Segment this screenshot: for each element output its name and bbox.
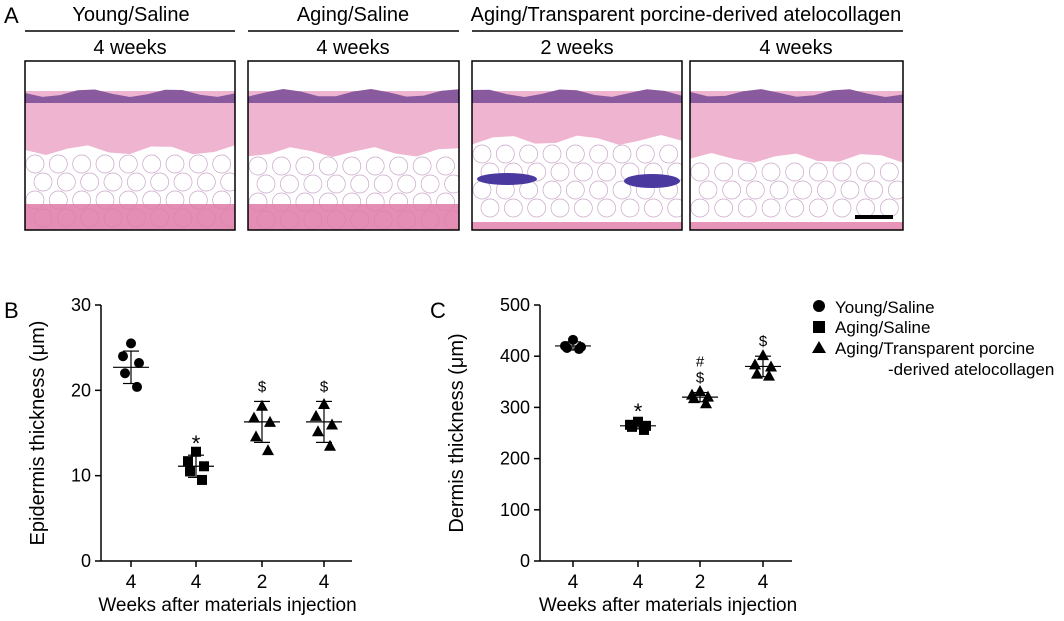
- micrograph-image: [690, 61, 903, 230]
- data-point-triangle: [749, 358, 761, 370]
- significance-marker: $: [759, 333, 768, 350]
- micrograph-image: [248, 61, 459, 230]
- micrograph-frame: [247, 60, 460, 231]
- group-label-young-saline: Young/Saline: [72, 4, 189, 26]
- data-point-triangle: [700, 397, 712, 409]
- x-tick-label: 4: [633, 572, 644, 593]
- panel-b-letter: B: [4, 298, 19, 323]
- y-tick-label: 400: [500, 346, 530, 366]
- panel-c-letter: C: [430, 298, 446, 323]
- y-tick-label: 10: [71, 466, 91, 486]
- y-tick-label: 500: [500, 295, 530, 315]
- data-point-triangle: [757, 349, 769, 361]
- data-point-square: [639, 424, 649, 435]
- data-point-triangle: [688, 392, 700, 404]
- data-point-triangle: [702, 390, 714, 402]
- data-point-square: [191, 446, 201, 457]
- dermis-chart: 0 100 200 300 400 500 Dermis thickness (μm) Wee…: [446, 295, 797, 616]
- data-point-square: [627, 421, 637, 432]
- data-point-triangle: [256, 399, 268, 411]
- data-point-triangle: [763, 369, 775, 381]
- data-point-circle: [562, 343, 572, 354]
- group-label-aging-atelocollagen: Aging/Transparent porcine-derived ateloc…: [471, 4, 902, 26]
- data-point-circle: [132, 381, 142, 392]
- data-point-triangle: [694, 385, 706, 397]
- x-tick-label: 4: [191, 572, 202, 593]
- significance-marker: $: [696, 370, 705, 387]
- significance-marker: *: [192, 431, 201, 456]
- micrograph-frame: [689, 60, 904, 231]
- significance-marker: #: [696, 354, 705, 371]
- data-point-triangle: [312, 425, 324, 437]
- data-point-triangle: [318, 397, 330, 409]
- significance-marker: $: [320, 378, 329, 395]
- legend-label: Aging/Transparent porcine: [835, 339, 1035, 358]
- legend-square-marker: [813, 321, 825, 333]
- y-tick-label: 300: [500, 397, 530, 417]
- data-point-square: [183, 456, 193, 467]
- epidermis-chart: 0 10 20 30 Epidermis thickness (μm) Weeks aft…: [27, 295, 357, 616]
- legend-circle-marker: [813, 300, 825, 312]
- data-point-square: [199, 461, 209, 472]
- data-point-triangle: [248, 411, 260, 423]
- x-tick-label: 4: [126, 572, 137, 593]
- y-tick-label: 0: [520, 551, 530, 571]
- micrograph-frame: [24, 60, 236, 231]
- data-point-circle: [134, 358, 144, 369]
- data-point-square: [197, 474, 207, 485]
- y-tick-label: 200: [500, 449, 530, 469]
- data-point-triangle: [264, 415, 276, 427]
- x-tick-label: 2: [257, 572, 268, 593]
- timepoint-label: 2 weeks: [540, 37, 613, 59]
- data-point-triangle: [765, 360, 777, 372]
- data-point-circle: [120, 368, 130, 379]
- x-tick-label: 2: [695, 572, 706, 593]
- x-tick-label: 4: [319, 572, 330, 593]
- data-point-circle: [118, 351, 128, 362]
- timepoint-label: 4 weeks: [93, 37, 166, 59]
- y-axis-label: Dermis thickness (μm): [446, 333, 468, 532]
- data-point-circle: [126, 338, 136, 349]
- data-point-triangle: [250, 430, 262, 442]
- data-point-square: [633, 416, 643, 427]
- data-point-circle: [568, 334, 578, 345]
- significance-marker: $: [258, 378, 267, 395]
- significance-marker: *: [634, 399, 643, 424]
- x-tick-label: 4: [568, 572, 579, 593]
- micrograph-frame: [471, 60, 683, 231]
- data-point-triangle: [751, 367, 763, 379]
- y-tick-label: 20: [71, 380, 91, 400]
- micrograph-image: [472, 61, 682, 230]
- x-axis-label: Weeks after materials injection: [539, 595, 797, 616]
- legend-triangle-marker: [812, 341, 826, 353]
- y-tick-label: 100: [500, 500, 530, 520]
- data-point-circle: [574, 344, 584, 355]
- legend-label: Aging/Saline: [835, 318, 930, 337]
- legend-label: Young/Saline: [835, 298, 935, 317]
- data-point-triangle: [326, 418, 338, 430]
- legend: Young/Saline Aging/Saline Aging/Transpar…: [812, 298, 1054, 379]
- data-point-triangle: [262, 444, 274, 456]
- group-label-aging-saline: Aging/Saline: [297, 4, 409, 26]
- data-point-square: [185, 466, 195, 477]
- legend-label-continued: -derived atelocollagen: [888, 360, 1054, 379]
- timepoint-label: 4 weeks: [316, 37, 389, 59]
- data-point-triangle: [310, 409, 322, 421]
- panel-a-letter: A: [4, 3, 19, 28]
- y-axis-label: Epidermis thickness (μm): [27, 321, 49, 546]
- x-tick-label: 4: [758, 572, 769, 593]
- timepoint-label: 4 weeks: [759, 37, 832, 59]
- y-tick-label: 30: [71, 295, 91, 315]
- micrograph-image: [25, 61, 235, 230]
- scale-bar: [855, 215, 893, 219]
- data-point-triangle: [324, 439, 336, 451]
- y-tick-label: 0: [81, 551, 91, 571]
- x-axis-label: Weeks after materials injection: [98, 595, 356, 616]
